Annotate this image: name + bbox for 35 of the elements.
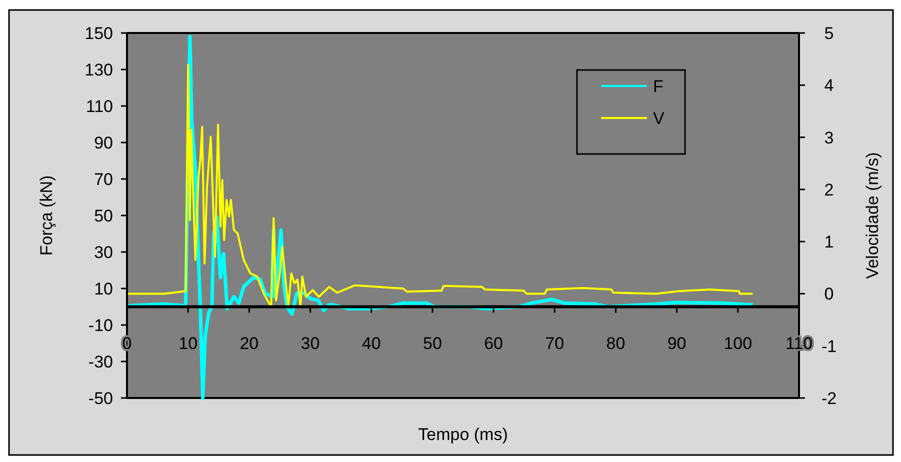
x-axis-title: Tempo (ms) — [418, 425, 508, 444]
x-tick-label: 60 — [484, 334, 504, 353]
y-tick-label: 90 — [94, 134, 113, 152]
y2-tick-label: 3 — [824, 128, 834, 148]
y-tick-label: 10 — [94, 280, 113, 298]
y2-tick-label: 0 — [824, 284, 834, 304]
y-tick-label: 30 — [94, 243, 113, 262]
x-tick-label: 40 — [362, 334, 381, 353]
y-axis-title: Força (kN) — [37, 175, 56, 256]
y2-tick-label: 4 — [824, 76, 834, 96]
x-tick-label: 90 — [667, 334, 686, 353]
x-tick-label: 30 — [300, 334, 320, 353]
x-tick-label: 100 — [724, 334, 752, 353]
y2-tick-label: 5 — [824, 24, 834, 43]
y-tick-label: -50 — [88, 389, 113, 408]
y-tick-label: -30 — [88, 352, 113, 372]
x-tick-label: 80 — [606, 334, 626, 353]
line-series — [126, 64, 754, 308]
y-tick-label: 50 — [94, 206, 113, 226]
x-tick-label: 70 — [545, 334, 564, 353]
y-tick-label: -10 — [88, 316, 113, 335]
y2-tick-label: 2 — [824, 180, 834, 200]
y2-axis-title: Velocidade (m/s) — [863, 152, 882, 279]
x-tick-label: 50 — [422, 334, 442, 353]
y-tick-label: 150 — [84, 24, 113, 43]
y2-tick-label: -1 — [821, 336, 837, 356]
y-tick-label: 110 — [86, 97, 113, 116]
y-tick-label: 70 — [94, 170, 113, 189]
legend-label: F — [653, 77, 664, 96]
x-tick-label: 20 — [240, 334, 259, 353]
y2-tick-label: -2 — [821, 389, 837, 408]
y-tick-label: 130 — [84, 60, 113, 80]
x-tick-label: 10 — [178, 334, 198, 353]
legend-label: V — [653, 109, 665, 128]
y2-tick-label: 1 — [824, 232, 834, 252]
